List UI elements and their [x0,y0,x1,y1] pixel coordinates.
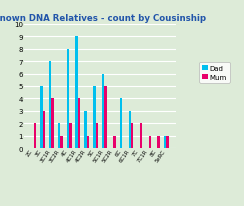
Bar [166,136,169,148]
Bar [149,136,151,148]
Bar [58,124,60,148]
Bar [43,111,45,148]
Bar [140,124,142,148]
Bar [157,136,160,148]
Bar [96,124,98,148]
Bar [102,74,104,148]
Title: Known DNA Relatives - count by Cousinship: Known DNA Relatives - count by Cousinshi… [0,14,207,23]
Bar [164,136,166,148]
Bar [40,87,43,148]
Bar [60,136,63,148]
Bar [75,37,78,148]
Bar [113,136,116,148]
Bar [67,49,69,148]
Legend: Dad, Mum: Dad, Mum [199,63,230,83]
Bar [129,111,131,148]
Bar [84,111,87,148]
Bar [131,124,133,148]
Bar [51,99,54,148]
Bar [34,124,36,148]
Bar [104,87,107,148]
Bar [120,99,122,148]
Bar [49,62,51,148]
Bar [69,124,71,148]
Bar [93,87,96,148]
Bar [87,136,89,148]
Bar [78,99,81,148]
